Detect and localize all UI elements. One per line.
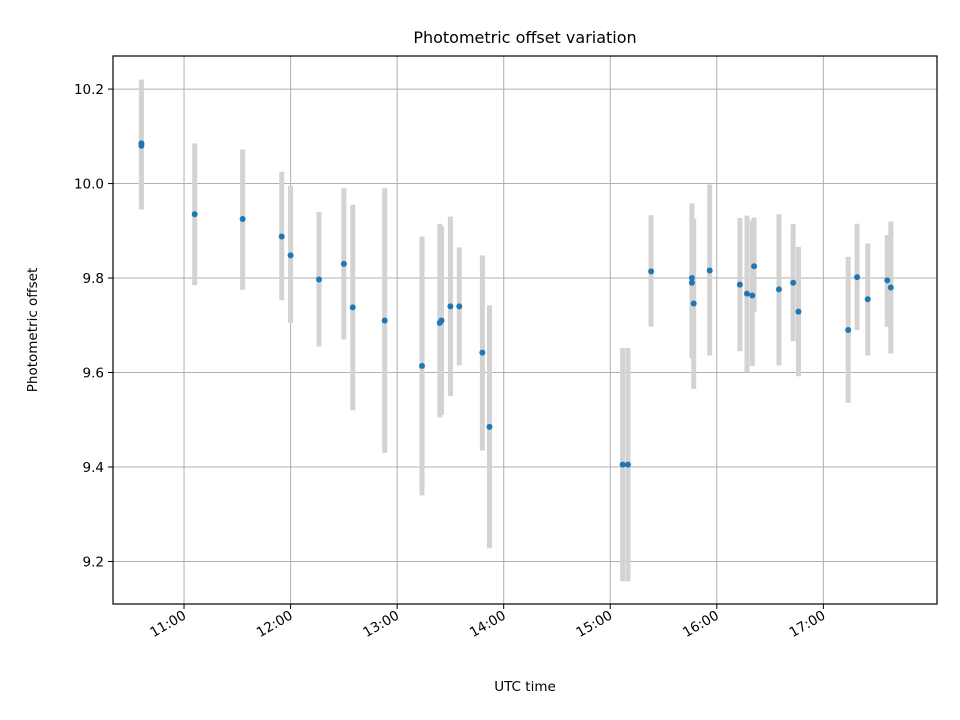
data-point: [688, 279, 695, 286]
data-point: [419, 362, 425, 369]
data-point: [349, 304, 356, 311]
x-axis-label: UTC time: [494, 679, 556, 695]
data-point: [690, 300, 697, 307]
data-point: [790, 279, 797, 286]
data-point: [239, 215, 246, 222]
data-point: [191, 211, 198, 218]
y-tick-label: 9.4: [83, 460, 104, 476]
y-tick-label: 9.6: [83, 366, 104, 382]
data-point: [625, 461, 631, 468]
chart-title: Photometric offset variation: [413, 28, 636, 47]
data-point: [706, 267, 713, 274]
data-point: [619, 461, 626, 468]
data-point: [864, 296, 871, 303]
data-point: [486, 423, 493, 430]
data-point: [887, 284, 894, 291]
data-point: [749, 292, 756, 299]
data-point: [854, 274, 861, 281]
y-axis-ticks: 9.2 9.4 9.6 9.8 10.0 10.2: [74, 82, 113, 570]
data-point: [884, 277, 891, 284]
data-point: [736, 281, 743, 288]
data-point: [775, 286, 782, 293]
y-tick-label: 10.0: [74, 177, 104, 193]
data-point: [648, 268, 655, 275]
data-point: [316, 276, 322, 283]
data-point: [287, 252, 294, 259]
y-tick-label: 9.2: [83, 554, 104, 570]
data-point: [456, 303, 463, 310]
data-point: [479, 349, 486, 356]
data-point: [438, 317, 445, 324]
data-point: [688, 275, 695, 282]
plot-frame: [112, 55, 938, 605]
data-point: [447, 303, 454, 310]
data-point: [381, 317, 388, 324]
data-point: [743, 290, 750, 297]
data-point: [795, 308, 802, 315]
data-point: [340, 260, 347, 267]
y-tick-label: 10.2: [74, 82, 104, 98]
data-point: [751, 263, 758, 270]
data-point: [845, 327, 852, 333]
data-point: [138, 142, 145, 149]
data-points: [138, 140, 894, 468]
y-axis-label: Photometric offset: [25, 268, 41, 392]
data-point: [278, 233, 285, 240]
y-tick-label: 9.8: [83, 271, 104, 287]
